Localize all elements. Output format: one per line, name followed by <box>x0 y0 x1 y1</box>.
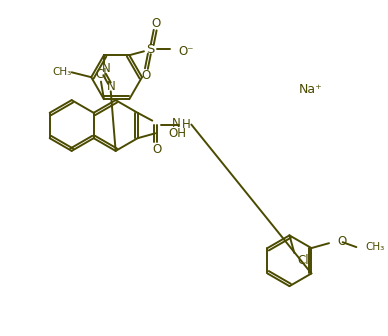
Text: Cl: Cl <box>95 68 107 81</box>
Text: N: N <box>106 80 115 93</box>
Text: O⁻: O⁻ <box>178 45 194 58</box>
Text: O: O <box>141 69 151 82</box>
Text: CH₃: CH₃ <box>52 67 72 77</box>
Text: OH: OH <box>169 127 187 140</box>
Text: CH₃: CH₃ <box>365 242 385 252</box>
Text: O: O <box>338 235 347 248</box>
Text: Cl: Cl <box>297 254 309 267</box>
Text: H: H <box>182 118 191 131</box>
Text: O: O <box>151 17 160 31</box>
Text: Na⁺: Na⁺ <box>299 83 323 96</box>
Text: N: N <box>102 62 110 75</box>
Text: N: N <box>172 117 180 130</box>
Text: O: O <box>152 143 162 157</box>
Text: S: S <box>147 43 155 56</box>
